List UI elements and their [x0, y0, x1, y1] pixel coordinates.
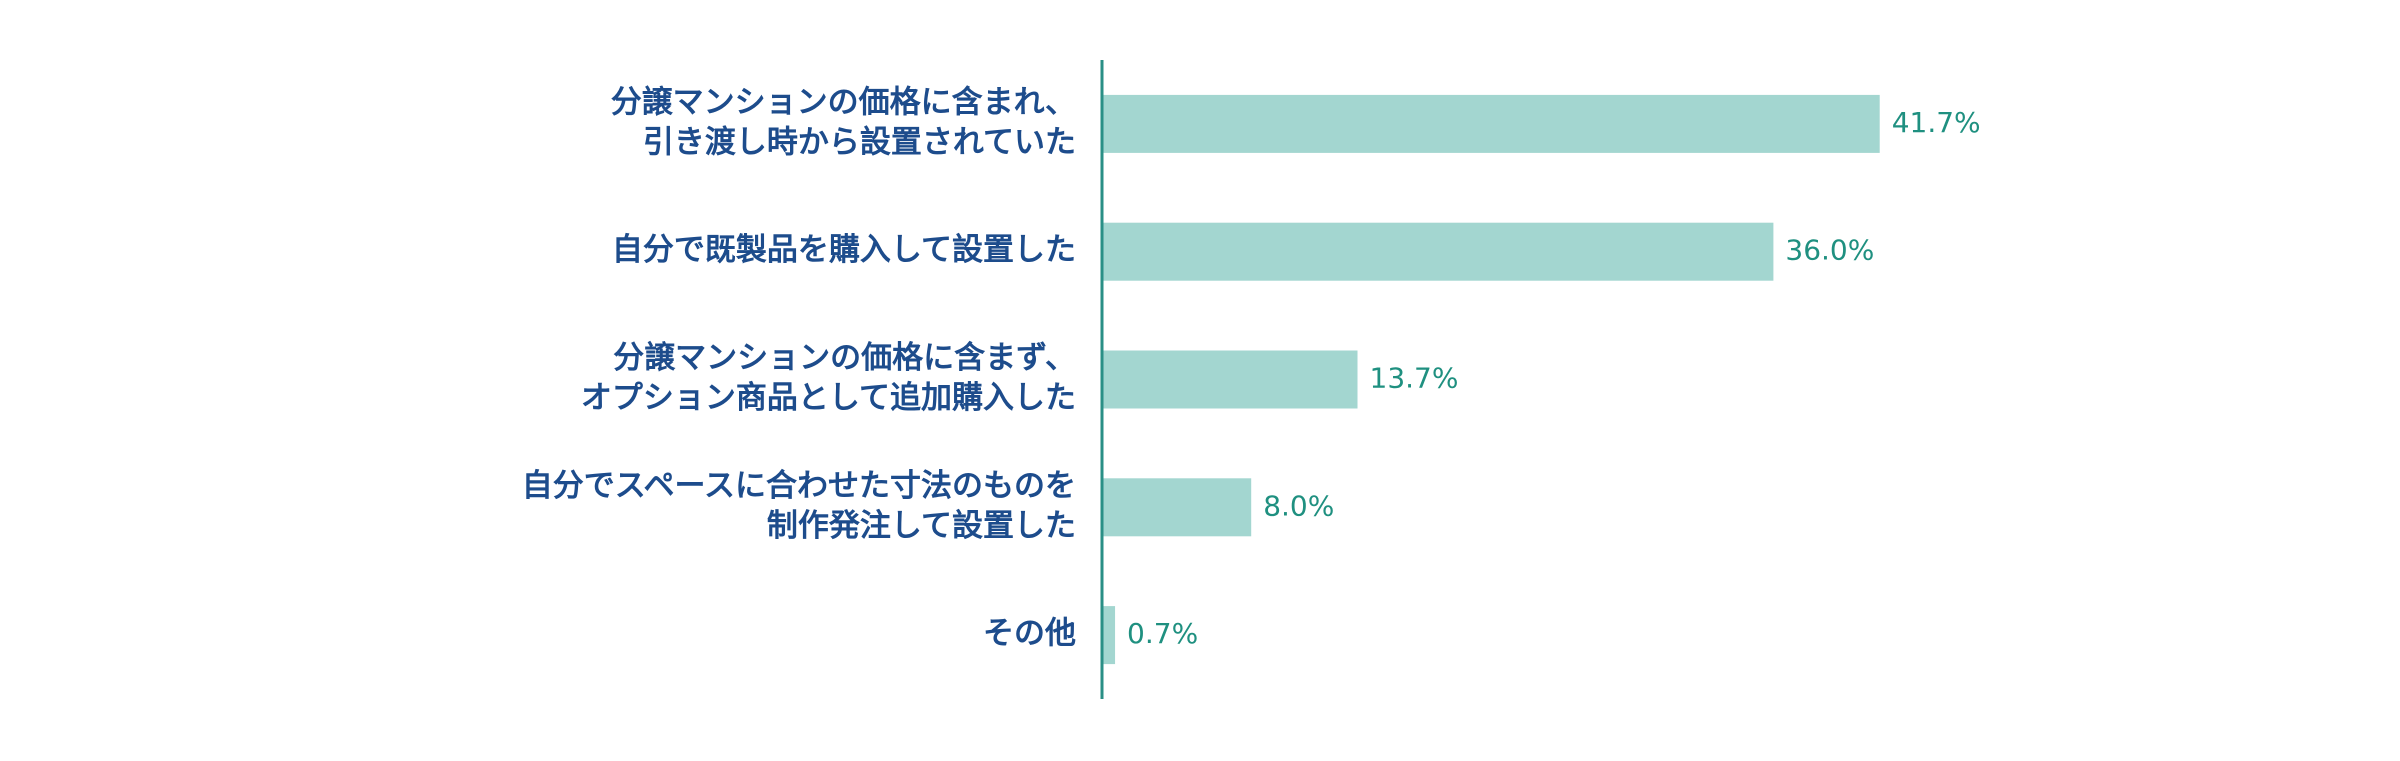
bar: [1102, 478, 1252, 537]
value-label: 0.7%: [1127, 617, 1198, 650]
value-label: 13.7%: [1370, 362, 1459, 395]
category-label: 分譲マンションの価格に含まれ、: [611, 84, 1076, 120]
value-label: 36.0%: [1785, 234, 1874, 267]
category-label: 分譲マンションの価格に含まず、: [613, 340, 1076, 376]
bar: [1102, 606, 1116, 665]
value-label: 41.7%: [1892, 106, 1981, 139]
category-label: 自分で既製品を購入して設置した: [612, 232, 1076, 268]
category-label: 引き渡し時から設置されていた: [643, 124, 1076, 160]
bar: [1102, 222, 1774, 281]
category-label: その他: [983, 616, 1076, 652]
category-label: オプション商品として追加購入した: [581, 380, 1076, 416]
bar: [1102, 94, 1880, 153]
value-label: 8.0%: [1263, 489, 1334, 522]
bar: [1102, 350, 1358, 409]
category-label: 制作発注して設置した: [767, 508, 1076, 544]
category-label: 自分でスペースに合わせた寸法のものを: [522, 468, 1076, 504]
